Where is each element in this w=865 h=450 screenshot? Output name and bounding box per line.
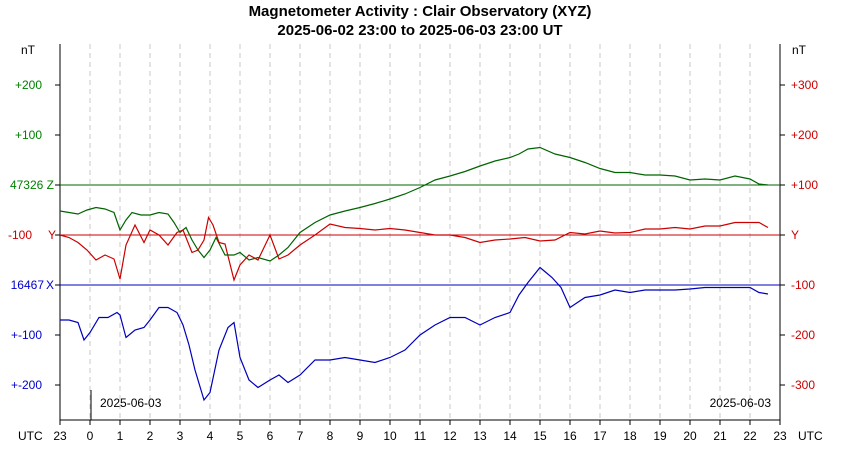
x-axis-ticks: 23 0 1 2 3 4 5 6 7 8 9 10 11 12 13 14 15 16 17 18 19 20 21 22 23 [53,420,787,443]
x-tick-1: 1 [117,429,124,443]
x-tick-3: 3 [177,429,184,443]
x-tick-23: 23 [773,429,787,443]
x-tick-12: 12 [443,429,457,443]
left-unit-label: nT [21,43,36,57]
left-tick-z-baseline: 47326 Z [10,178,54,192]
x-tick-19: 19 [653,429,667,443]
x-tick-21: 21 [713,429,727,443]
left-axis-ticks: +200 +100 47326 Z -100 16467 +-100 +-200 Y X [8,78,60,392]
left-tick-plus200: +200 [15,78,42,92]
right-tick-plus300: +300 [791,78,818,92]
x-tick-20: 20 [683,429,697,443]
x-tick-0: 0 [87,429,94,443]
x-tick-4: 4 [207,429,214,443]
date-label-left: 2025-06-03 [100,396,162,410]
x-tick-17: 17 [593,429,607,443]
x-tick-15: 15 [533,429,547,443]
date-label-right: 2025-06-03 [710,396,772,410]
left-tick-y-letter: Y [48,228,56,242]
left-tick-x-letter: X [46,278,54,292]
left-tick-plus100: +100 [15,128,42,142]
chart-subtitle: 2025-06-02 23:00 to 2025-06-03 23:00 UT [277,22,562,39]
x-unit-left: UTC [18,429,43,443]
x-tick-13: 13 [473,429,487,443]
series-y-line [59,215,769,282]
right-tick-minus100: -100 [791,278,815,292]
right-tick-y: Y [791,228,799,242]
x-tick-23: 23 [53,429,67,443]
series-x-line [60,266,769,402]
x-tick-8: 8 [327,429,334,443]
x-tick-16: 16 [563,429,577,443]
series-layer [59,146,769,402]
x-tick-22: 22 [743,429,757,443]
right-axis-ticks: +300 +200 +100 Y -100 -200 -300 [780,78,818,392]
left-tick-x-minus200: +-200 [11,378,42,392]
x-tick-5: 5 [237,429,244,443]
x-unit-right: UTC [798,429,823,443]
series-z-line [59,146,769,262]
x-tick-2: 2 [147,429,154,443]
x-tick-6: 6 [267,429,274,443]
x-tick-10: 10 [383,429,397,443]
right-tick-minus200: -200 [791,328,815,342]
right-tick-minus300: -300 [791,378,815,392]
right-tick-plus200: +200 [791,128,818,142]
x-tick-11: 11 [414,429,427,443]
left-tick-minus100: -100 [8,228,32,242]
x-tick-7: 7 [297,429,304,443]
chart-title: Magnetometer Activity : Clair Observator… [249,3,592,20]
x-tick-14: 14 [503,429,517,443]
left-tick-x-minus100: +-100 [11,328,42,342]
right-unit-label: nT [792,43,807,57]
x-tick-9: 9 [357,429,364,443]
left-tick-x-baseline: 16467 [11,278,45,292]
x-tick-18: 18 [623,429,637,443]
right-tick-plus100: +100 [791,178,818,192]
